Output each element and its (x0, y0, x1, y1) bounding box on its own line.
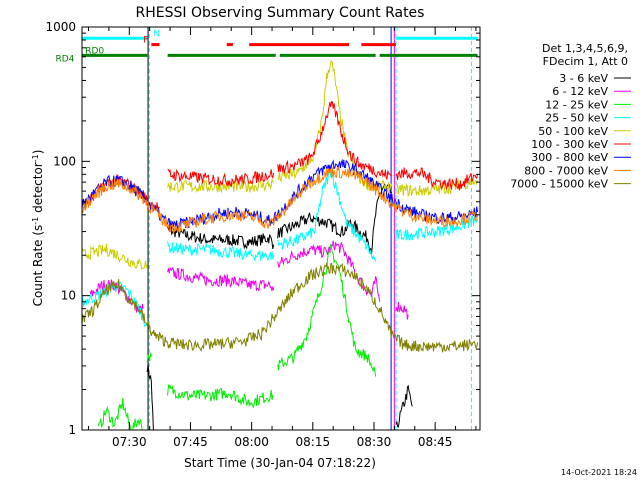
x-tick-label: 08:45 (418, 435, 453, 449)
flag-label-f: F (143, 36, 148, 46)
y-label-superscript: -1 (31, 217, 40, 225)
series-line-0-3 (395, 384, 413, 428)
legend: Det 1,3,4,5,6,9,FDecim 1, Att 0 3 - 6 keV… (510, 42, 631, 191)
series-line-3-1 (167, 241, 275, 262)
series-8 (82, 262, 479, 353)
legend-label-6: 300 - 800 keV (531, 151, 608, 164)
series-2 (97, 244, 377, 430)
y-axis-label: Count Rate (s-1 detector-1) (31, 150, 46, 307)
series-0 (146, 183, 413, 430)
y-tick-label: 100 (53, 154, 76, 168)
legend-label-5: 100 - 300 keV (531, 138, 608, 151)
series-line-2-0 (97, 397, 144, 430)
legend-label-7: 800 - 7000 keV (524, 164, 608, 177)
plot-clip-group (82, 27, 479, 430)
series-line-0-1 (167, 224, 275, 250)
x-tick-label: 08:00 (234, 435, 269, 449)
series-7 (82, 165, 479, 235)
y-tick-label: 1 (68, 423, 76, 437)
series-line-0-0 (146, 363, 154, 430)
flag-label-n: N (153, 29, 160, 39)
plot-frame (81, 26, 481, 431)
series-line-5-2 (277, 100, 392, 181)
legend-label-4: 50 - 100 keV (538, 125, 608, 138)
series-line-1-3 (395, 302, 409, 320)
legend-label-3: 25 - 50 keV (545, 112, 608, 125)
x-tick-label: 07:30 (112, 435, 147, 449)
y-tick-label: 1000 (45, 20, 76, 34)
series-line-2-2 (167, 384, 274, 409)
series-line-8-0 (82, 262, 479, 353)
legend-header: FDecim 1, Att 0 (543, 55, 628, 68)
x-tick-label: 08:30 (357, 435, 392, 449)
series-line-5-1 (167, 168, 275, 188)
series-line-4-0 (82, 243, 148, 270)
series-line-4-1 (167, 178, 274, 194)
y-label-superscript: -1 (31, 154, 40, 162)
series-line-3-2 (277, 170, 377, 262)
series-line-2-1 (146, 352, 152, 363)
legend-label-0: 3 - 6 keV (559, 72, 608, 85)
legend-label-8: 7000 - 15000 keV (510, 178, 608, 191)
axes: 07:30 07:45 08:00 08:15 08:30 08:45 1 10 100 1000 (45, 20, 481, 449)
timestamp: 14-Oct-2021 18:24 (561, 468, 637, 477)
chart-title: RHESSI Observing Summary Count Rates (136, 5, 425, 21)
flag-label-rd0: RD0 (85, 46, 104, 56)
y-tick-label: 10 (61, 289, 76, 303)
x-tick-label: 07:45 (173, 435, 208, 449)
y-label-part: ) (31, 150, 45, 155)
x-axis-label: Start Time (30-Jan-04 07:18:22) (184, 456, 376, 470)
series-line-5-3 (395, 167, 479, 190)
legend-header: Det 1,3,4,5,6,9, (542, 42, 628, 55)
series-line-1-1 (167, 266, 275, 292)
y-label-part: detector (31, 162, 45, 217)
series-line-7-0 (82, 165, 479, 235)
series-line-0-2 (277, 183, 393, 255)
legend-label-1: 6 - 12 keV (552, 85, 608, 98)
plot-area: NF RD0 RD4 (55, 27, 479, 430)
flag-label-rd4: RD4 (55, 54, 74, 64)
y-label-part: Count Rate (s (31, 225, 45, 307)
x-tick-label: 08:15 (296, 435, 331, 449)
legend-label-2: 12 - 25 keV (545, 98, 608, 111)
series-line-2-3 (277, 244, 377, 377)
